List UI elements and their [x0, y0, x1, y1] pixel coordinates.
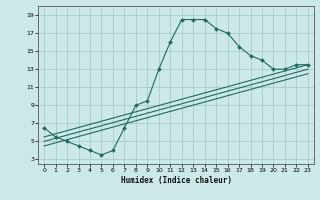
X-axis label: Humidex (Indice chaleur): Humidex (Indice chaleur): [121, 176, 231, 185]
